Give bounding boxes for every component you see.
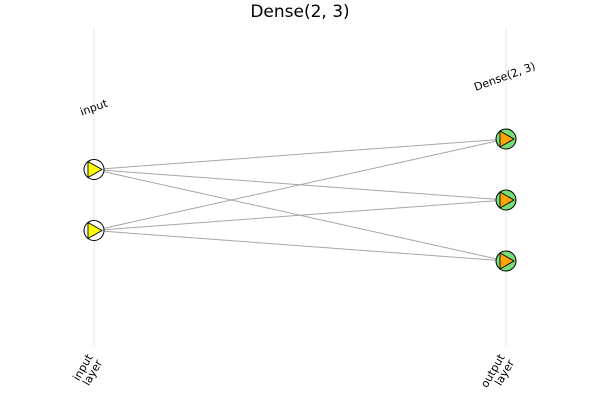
play-triangle-icon (499, 130, 515, 148)
edge-l0-n1-to-n1 (93, 199, 507, 231)
diagram-title: Dense(2, 3) (250, 2, 349, 22)
edge-l0-n1-to-n2 (93, 230, 507, 262)
neuron-l1-1 (495, 189, 517, 211)
output-layer-tick: output layer (478, 351, 517, 390)
neuron-nodes (83, 128, 517, 272)
input-layer-tick: input layer (70, 351, 105, 388)
neuron-l1-0 (495, 128, 517, 150)
play-triangle-icon (87, 221, 103, 240)
play-triangle-icon (87, 160, 103, 179)
edge-l0-n1-to-n0 (93, 138, 507, 231)
edge-l0-n0-to-n0 (93, 138, 507, 170)
neuron-l0-0 (83, 159, 105, 180)
play-triangle-icon (499, 252, 515, 270)
connection-edges (93, 138, 507, 262)
neuron-l0-1 (83, 220, 105, 241)
neuron-l1-2 (495, 250, 517, 272)
play-triangle-icon (499, 191, 515, 209)
output-layer-name: Dense(2, 3) (472, 60, 537, 94)
